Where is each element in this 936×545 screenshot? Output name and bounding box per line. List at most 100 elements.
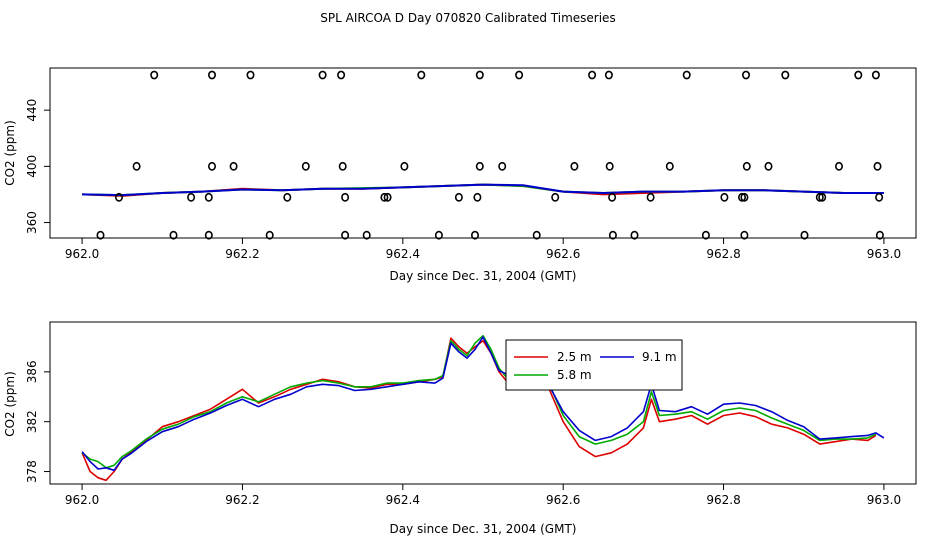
data-point <box>362 230 371 240</box>
y-tick-label: 386 <box>25 360 39 383</box>
data-point <box>605 161 614 171</box>
data-point <box>570 161 579 171</box>
data-point <box>204 230 213 240</box>
data-point <box>434 230 443 240</box>
y-tick-label: 400 <box>25 155 39 178</box>
panel-2-frame <box>49 321 917 485</box>
data-point <box>875 230 884 240</box>
panel-2-xlabel: Day since Dec. 31, 2004 (GMT) <box>390 522 577 536</box>
data-point <box>741 70 750 80</box>
data-point <box>800 230 809 240</box>
legend: 2.5 m 5.8 m 9.1 m <box>505 339 683 391</box>
data-point <box>682 70 691 80</box>
data-point <box>873 161 882 171</box>
data-point <box>338 161 347 171</box>
data-point <box>781 70 790 80</box>
data-point <box>854 70 863 80</box>
data-point <box>475 70 484 80</box>
legend-box <box>505 339 683 391</box>
data-point <box>764 161 773 171</box>
legend-label-9-1m: 9.1 m <box>642 350 677 364</box>
data-point <box>246 70 255 80</box>
panel-1-ylabel: CO2 (ppm) <box>3 120 17 186</box>
data-point <box>740 192 749 202</box>
series-line-red <box>81 337 877 482</box>
data-point <box>834 161 843 171</box>
data-point <box>265 230 274 240</box>
data-point <box>701 230 710 240</box>
y-tick-label: 382 <box>25 410 39 433</box>
x-tick-label: 962.4 <box>386 247 420 261</box>
data-point <box>318 70 327 80</box>
legend-label-5-8m: 5.8 m <box>557 368 592 382</box>
data-point <box>417 70 426 80</box>
data-point <box>608 230 617 240</box>
data-point <box>646 192 655 202</box>
data-point <box>720 192 729 202</box>
data-point <box>740 230 749 240</box>
data-point <box>551 192 560 202</box>
legend-label-2-5m: 2.5 m <box>557 350 592 364</box>
data-point <box>96 230 105 240</box>
data-point <box>383 192 392 202</box>
data-point <box>400 161 409 171</box>
x-tick-label: 962.0 <box>65 493 99 507</box>
panel-1: 962.0 962.2 962.4 962.6 962.8 963.0360400440 … <box>3 67 917 283</box>
panel-2: 962.0 962.2 962.4 962.6 962.8 963.0378382386 … <box>3 321 917 536</box>
data-point <box>341 192 350 202</box>
panel-2-series <box>81 334 885 482</box>
data-point <box>737 192 746 202</box>
figure-title: SPL AIRCOA D Day 070820 Calibrated Times… <box>320 11 615 25</box>
data-point <box>115 192 124 202</box>
data-point <box>204 192 213 202</box>
data-point <box>208 161 217 171</box>
data-point <box>515 70 524 80</box>
data-point <box>588 70 597 80</box>
data-point <box>132 161 141 171</box>
data-point <box>815 192 824 202</box>
series-line-blue <box>81 336 885 472</box>
data-point <box>341 230 350 240</box>
data-point <box>818 192 827 202</box>
data-point <box>380 192 389 202</box>
panel-1-points <box>96 70 884 240</box>
panel-1-xlabel: Day since Dec. 31, 2004 (GMT) <box>390 269 577 283</box>
data-point <box>229 161 238 171</box>
panel-1-frame <box>49 67 917 239</box>
x-tick-label: 962.8 <box>706 493 740 507</box>
series-line-blue <box>82 183 884 197</box>
data-point <box>301 161 310 171</box>
data-point <box>337 70 346 80</box>
x-tick-label: 962.4 <box>386 493 420 507</box>
data-point <box>532 230 541 240</box>
data-point <box>475 161 484 171</box>
data-point <box>498 161 507 171</box>
panel-1-ticks: 962.0 962.2 962.4 962.6 962.8 963.0 360 400 440 <box>25 99 901 261</box>
data-point <box>470 230 479 240</box>
x-tick-label: 962.2 <box>225 247 259 261</box>
y-tick-label: 360 <box>25 211 39 234</box>
series-line-green <box>81 334 877 469</box>
data-point <box>665 161 674 171</box>
panel-1-series <box>82 183 884 197</box>
panel-2-ylabel: CO2 (ppm) <box>3 371 17 437</box>
data-point <box>150 70 159 80</box>
data-point <box>630 230 639 240</box>
x-tick-label: 962.6 <box>546 247 580 261</box>
data-point <box>187 192 196 202</box>
y-tick-label: 378 <box>25 460 39 483</box>
data-point <box>169 230 178 240</box>
x-tick-label: 962.2 <box>225 493 259 507</box>
data-point <box>283 192 292 202</box>
panel-2-ticks: 962.0 962.2 962.4 962.6 962.8 963.0 378 382 386 <box>25 360 901 507</box>
data-point <box>742 161 751 171</box>
y-tick-label: 440 <box>25 99 39 122</box>
data-point <box>608 192 617 202</box>
x-tick-label: 963.0 <box>867 493 901 507</box>
x-tick-label: 962.0 <box>65 247 99 261</box>
data-point <box>208 70 217 80</box>
data-point <box>604 70 613 80</box>
x-tick-label: 962.6 <box>546 493 580 507</box>
data-point <box>454 192 463 202</box>
